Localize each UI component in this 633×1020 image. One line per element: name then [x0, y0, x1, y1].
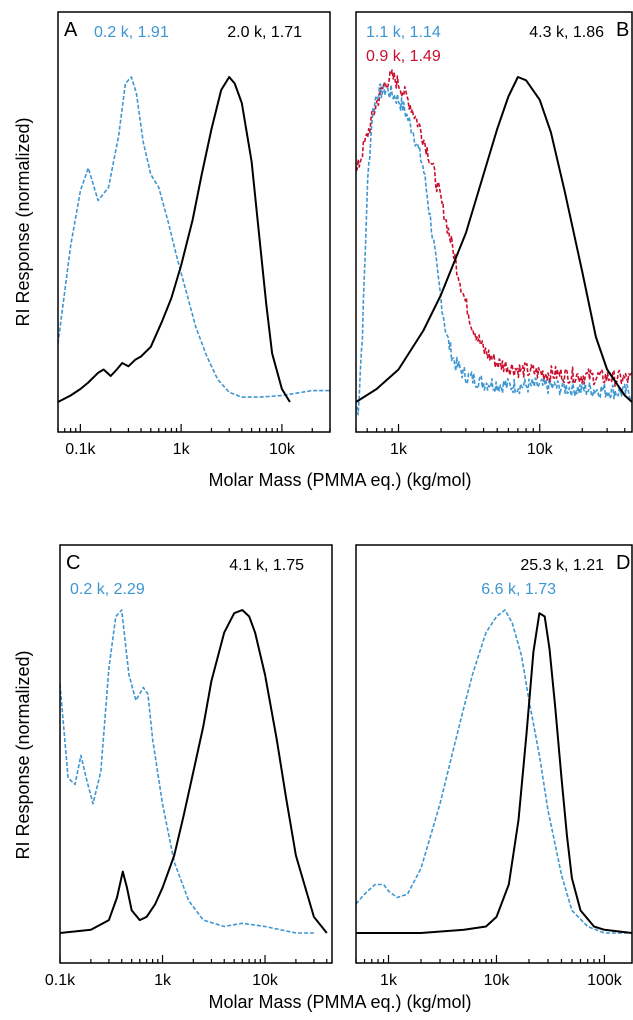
series-line-D-2 — [356, 612, 632, 934]
x-tick-label-C: 10k — [252, 972, 279, 989]
series-annotation-B: 1.1 k, 1.14 — [366, 24, 441, 41]
panel-letter-D: D — [616, 552, 630, 574]
y-axis-title-top: RI Response (normalized) — [13, 117, 33, 326]
series-annotation-B: 0.9 k, 1.49 — [366, 48, 441, 65]
series-line-B-3 — [356, 76, 632, 403]
panel-D: 1k 10k 100k D 25.3 k, 1.21 6.6 k, 1.73 — [355, 544, 633, 989]
series-line-C-1 — [60, 609, 314, 934]
series-annotation-D: 25.3 k, 1.21 — [520, 557, 604, 574]
x-axis-title-bottom: Molar Mass (PMMA eq.) (kg/mol) — [208, 992, 471, 1012]
y-axis-title-bottom: RI Response (normalized) — [13, 650, 33, 859]
x-tick-label-B: 10k — [527, 441, 554, 458]
x-tick-label-B: 1k — [390, 441, 408, 458]
x-tick-label-A: 1k — [173, 441, 191, 458]
x-tick-label-C: 0.1k — [45, 972, 76, 989]
series-annotation-C: 0.2 k, 2.29 — [70, 581, 145, 598]
x-tick-label-A: 0.1k — [65, 441, 96, 458]
x-tick-label-C: 1k — [154, 972, 172, 989]
series-line-B-2 — [356, 69, 632, 387]
series-line-B-1 — [356, 82, 632, 416]
series-line-C-2 — [60, 609, 328, 934]
panel-B: 1k 10k B 1.1 k, 1.14 0.9 k, 1.49 4.3 k, 1.86 — [355, 11, 633, 458]
series-annotation-C: 4.1 k, 1.75 — [229, 557, 304, 574]
panel-A: 0.1k 1k 10k A 0.2 k, 1.91 2.0 k, 1.71 — [57, 11, 331, 458]
panel-letter-C: C — [66, 552, 80, 574]
plot-frame-A — [57, 11, 331, 433]
series-annotation-B: 4.3 k, 1.86 — [529, 24, 604, 41]
series-line-D-1 — [356, 609, 632, 934]
plot-frame-B — [355, 11, 633, 433]
panel-letter-B: B — [616, 19, 629, 41]
series-line-A-1 — [58, 76, 330, 398]
x-tick-label-A: 10k — [269, 441, 296, 458]
panel-letter-A: A — [64, 19, 78, 41]
series-annotation-A: 0.2 k, 1.91 — [94, 24, 169, 41]
x-tick-label-D: 1k — [380, 972, 398, 989]
x-axis-title-top: Molar Mass (PMMA eq.) (kg/mol) — [208, 470, 471, 490]
series-annotation-D: 6.6 k, 1.73 — [481, 581, 556, 598]
panel-C: 0.1k 1k 10k C 0.2 k, 2.29 4.1 k, 1.75 — [45, 544, 333, 989]
plot-frame-C — [59, 544, 333, 964]
x-tick-label-D: 100k — [587, 972, 623, 989]
series-annotation-A: 2.0 k, 1.71 — [227, 24, 302, 41]
plot-frame-D — [355, 544, 633, 964]
series-line-A-2 — [58, 76, 291, 403]
x-tick-label-D: 10k — [484, 972, 511, 989]
